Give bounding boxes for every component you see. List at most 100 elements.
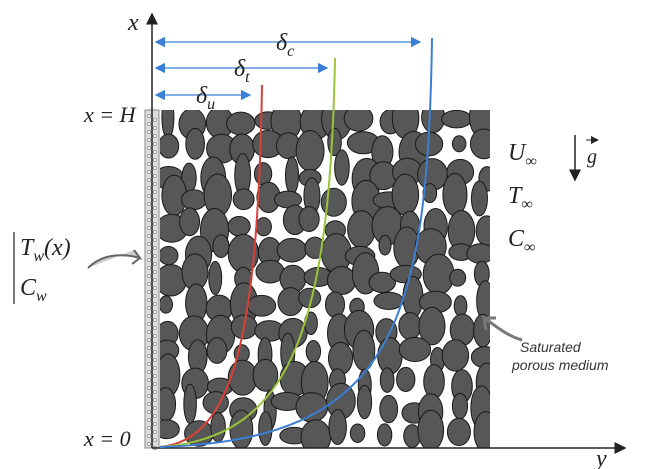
pore xyxy=(470,129,497,159)
medium-label: Saturated xyxy=(520,339,582,355)
pore xyxy=(162,97,174,139)
dot xyxy=(153,318,156,321)
dot xyxy=(153,302,156,305)
pore xyxy=(184,384,197,424)
pore xyxy=(474,412,497,453)
medium-label: porous medium xyxy=(511,357,609,373)
pore xyxy=(325,292,344,318)
dot xyxy=(147,274,150,277)
dot xyxy=(147,434,150,437)
symbol-label: Cw xyxy=(20,275,47,305)
dot xyxy=(147,394,150,397)
dot xyxy=(147,442,150,445)
dot xyxy=(147,210,150,213)
dot xyxy=(153,382,156,385)
pore xyxy=(329,410,347,445)
dot xyxy=(153,246,156,249)
pore xyxy=(209,261,222,294)
symbol-label: T∞ xyxy=(508,183,533,213)
dot xyxy=(147,338,150,341)
dot xyxy=(153,286,156,289)
subscript: ∞ xyxy=(524,239,535,256)
pore xyxy=(423,254,454,294)
pore xyxy=(228,217,250,236)
dot xyxy=(153,118,156,121)
axis-label: x xyxy=(127,10,139,36)
dot xyxy=(153,334,156,337)
subscript: w xyxy=(33,248,44,265)
dot xyxy=(153,158,156,161)
pore xyxy=(418,410,444,450)
pore xyxy=(447,418,470,445)
dot xyxy=(147,354,150,357)
dot xyxy=(147,234,150,237)
pore xyxy=(452,136,466,152)
dot xyxy=(147,330,150,333)
dot xyxy=(147,146,150,149)
pore xyxy=(254,163,271,185)
pore xyxy=(476,216,497,246)
dot xyxy=(147,290,150,293)
pore xyxy=(306,341,320,363)
pore xyxy=(299,207,319,232)
dot xyxy=(147,226,150,229)
dot xyxy=(147,258,150,261)
dot xyxy=(147,154,150,157)
pore xyxy=(296,131,324,172)
pore xyxy=(348,211,376,248)
subscript: ∞ xyxy=(521,196,532,213)
subscript: ∞ xyxy=(525,153,536,170)
subscript: t xyxy=(245,69,250,86)
pore xyxy=(256,218,271,236)
dot xyxy=(147,298,150,301)
dot xyxy=(147,178,150,181)
pore xyxy=(443,173,467,215)
dot xyxy=(147,186,150,189)
pore xyxy=(379,235,391,255)
dot xyxy=(147,426,150,429)
dot xyxy=(147,218,150,221)
pore xyxy=(392,174,418,215)
dot xyxy=(153,414,156,417)
dot xyxy=(147,402,150,405)
pore xyxy=(277,238,306,262)
dot xyxy=(153,438,156,441)
pore xyxy=(380,368,394,393)
dot xyxy=(147,138,150,141)
dot xyxy=(153,262,156,265)
dot xyxy=(147,346,150,349)
symbol-label: C∞ xyxy=(508,226,535,256)
pore xyxy=(335,150,350,185)
wall-mark: x = 0 xyxy=(83,426,131,451)
dot xyxy=(147,314,150,317)
dot xyxy=(147,266,150,269)
dot xyxy=(153,406,156,409)
dot xyxy=(147,386,150,389)
dot xyxy=(147,202,150,205)
pore xyxy=(454,296,467,317)
dot xyxy=(147,114,150,117)
pore xyxy=(186,128,205,159)
pore xyxy=(471,181,487,216)
pore xyxy=(399,313,421,340)
dot xyxy=(153,310,156,313)
pore xyxy=(377,424,391,446)
dot xyxy=(153,182,156,185)
pore xyxy=(452,393,467,419)
pore xyxy=(285,157,298,195)
dot xyxy=(147,250,150,253)
dot xyxy=(153,198,156,201)
axis-label: y xyxy=(594,446,607,469)
pore xyxy=(399,337,430,361)
dot xyxy=(147,306,150,309)
dot xyxy=(147,122,150,125)
pore xyxy=(403,276,423,317)
pore xyxy=(357,385,371,418)
symbol: C xyxy=(508,226,525,252)
pore xyxy=(380,395,398,422)
symbol-label: δu xyxy=(196,83,215,113)
dot xyxy=(153,422,156,425)
dot xyxy=(147,282,150,285)
gravity-label: g xyxy=(587,146,597,168)
pore xyxy=(296,393,328,422)
